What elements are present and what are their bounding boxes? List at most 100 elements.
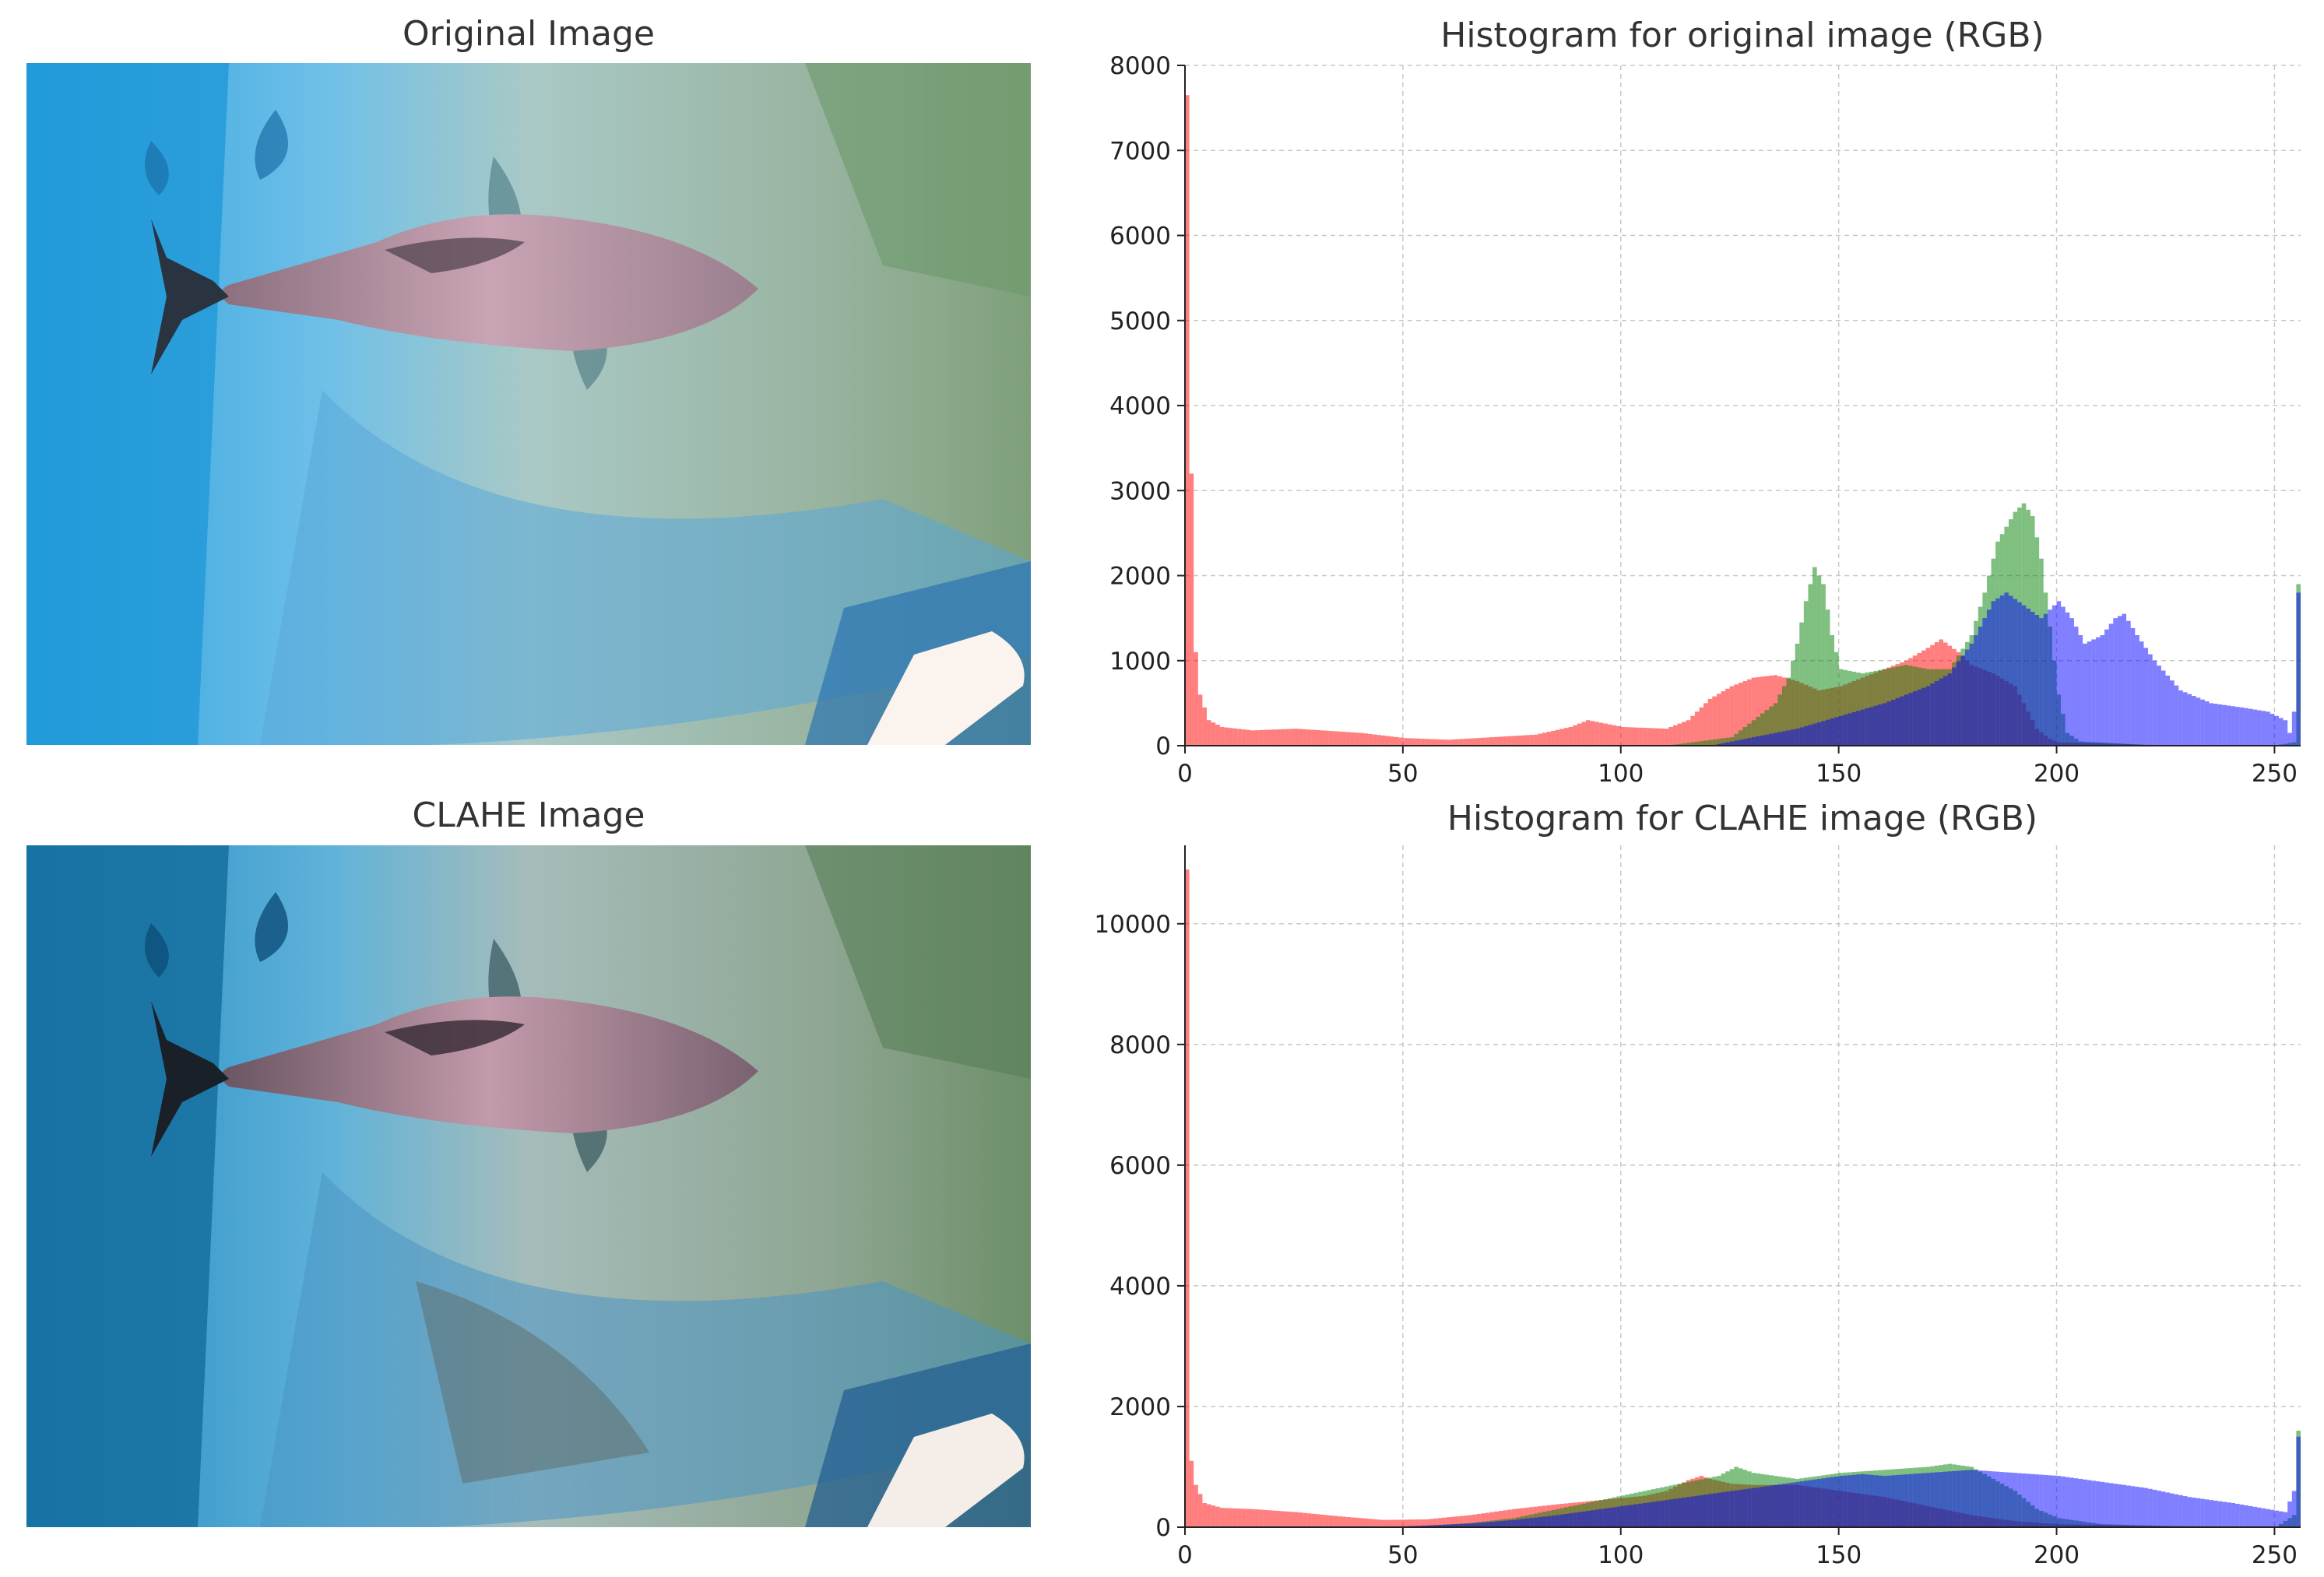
histogram-bar-red <box>1197 1494 1203 1527</box>
histogram-bar-red <box>1206 1504 1211 1527</box>
histogram-bar-blue <box>1865 708 1869 746</box>
histogram-bar-blue <box>1699 1494 1704 1527</box>
histogram-bar-blue <box>1682 1498 1686 1527</box>
histogram-bar-green <box>1769 706 1774 746</box>
histogram-bar-blue <box>1921 1473 1926 1527</box>
histogram-bar-green <box>1803 601 1809 746</box>
histogram-bar-red <box>1398 737 1403 746</box>
histogram-bar-red <box>1215 1506 1220 1527</box>
histogram-bar-red <box>1298 729 1303 746</box>
histogram-bar-blue <box>1429 1525 1434 1527</box>
histogram-bar-blue <box>1455 1524 1460 1527</box>
histogram-bar-red <box>1276 729 1282 746</box>
histogram-bar-blue <box>1647 1502 1651 1527</box>
histogram-bar-red <box>1446 1517 1451 1527</box>
histogram-bar-green <box>1712 739 1717 746</box>
histogram-bar-blue <box>1860 1473 1865 1527</box>
histogram-bar-blue <box>1499 1521 1503 1527</box>
histogram-bar-blue <box>2122 1484 2127 1527</box>
y-tick-label: 2000 <box>1109 563 1171 591</box>
histogram-bar-blue <box>2296 592 2301 746</box>
histogram-bar-blue <box>1834 717 1839 746</box>
histogram-bar-red <box>1538 733 1543 746</box>
histogram-bar-blue <box>2231 706 2236 746</box>
histogram-bar-blue <box>2073 1478 2079 1527</box>
histogram-bar-blue <box>1956 1470 1961 1527</box>
histogram-bar-green <box>1686 743 1691 746</box>
histogram-bar-red <box>1385 1519 1391 1527</box>
histogram-bar-red <box>1228 1508 1233 1527</box>
histogram-bar-blue <box>1485 1522 1490 1527</box>
histogram-bar-red <box>1503 736 1508 746</box>
histogram-bar-red <box>1337 731 1342 746</box>
histogram-bar-blue <box>1773 1484 1778 1527</box>
histogram-bar-blue <box>2004 1472 2009 1527</box>
series-blue <box>1712 592 2301 746</box>
histogram-bar-blue <box>1446 1524 1451 1527</box>
histogram-bar-blue <box>1612 1507 1617 1527</box>
histogram-bar-blue <box>1999 1472 2005 1527</box>
histogram-bar-red <box>1368 733 1373 746</box>
histogram-bar-blue <box>2291 711 2297 746</box>
clahe-image-title: CLAHE Image <box>412 796 645 835</box>
histogram-bar-blue <box>2135 634 2139 746</box>
histogram-bar-blue <box>2026 608 2030 746</box>
histogram-bar-blue <box>2069 1477 2074 1527</box>
histogram-bar-blue <box>2182 692 2188 746</box>
histogram-bar-red <box>1271 1510 1277 1527</box>
histogram-bar-blue <box>1747 1488 1752 1527</box>
histogram-bar-blue <box>2008 1472 2013 1527</box>
histogram-bar-red <box>1320 1514 1325 1527</box>
histogram-bar-blue <box>1934 1472 1939 1527</box>
histogram-bar-red <box>1211 1505 1216 1527</box>
histogram-bar-red <box>1412 1519 1416 1527</box>
histogram-bar-blue <box>2252 709 2258 746</box>
histogram-bar-green <box>1725 737 1730 746</box>
histogram-bar-blue <box>1760 735 1765 746</box>
histogram-bar-red <box>1559 729 1564 746</box>
histogram-bar-red <box>1633 727 1639 746</box>
histogram-bar-blue <box>1908 1473 1913 1527</box>
histogram-bar-blue <box>1856 711 1861 746</box>
histogram-bar-blue <box>1952 667 1957 746</box>
histogram-bar-green <box>1703 740 1708 746</box>
histogram-bar-red <box>1668 726 1673 746</box>
histogram-bar-red <box>1629 727 1634 746</box>
histogram-bar-red <box>1433 739 1438 746</box>
histogram-bar-blue <box>1764 1486 1770 1527</box>
histogram-bar-red <box>1521 735 1525 746</box>
histogram-bar-blue <box>2108 1483 2114 1527</box>
histogram-bar-blue <box>1524 1518 1530 1527</box>
histogram-bar-red <box>1725 688 1730 746</box>
histogram-bar-red <box>1455 1516 1460 1527</box>
histogram-bar-red <box>1756 676 1760 746</box>
histogram-bar-red <box>1481 737 1486 746</box>
histogram-bar-red <box>1751 677 1756 746</box>
histogram-bar-red <box>1485 1512 1490 1527</box>
x-tick-label: 150 <box>1816 760 1862 788</box>
histogram-bar-blue <box>1742 739 1748 746</box>
histogram-bar-blue <box>2178 1494 2183 1527</box>
histogram-bar-blue <box>1825 1477 1830 1527</box>
histogram-bar-blue <box>1912 1473 1918 1527</box>
histogram-bar-red <box>1555 729 1560 746</box>
histogram-bar-blue <box>1964 1470 1970 1527</box>
histogram-bar-red <box>1320 730 1325 746</box>
histogram-bar-red <box>1542 732 1547 746</box>
histogram-bar-red <box>1303 1512 1307 1527</box>
histogram-bar-blue <box>1773 732 1778 746</box>
histogram-bar-red <box>1603 723 1608 746</box>
y-tick-label: 0 <box>1155 732 1171 760</box>
x-tick-label: 100 <box>1598 1541 1644 1569</box>
histogram-bar-blue <box>2170 680 2175 746</box>
histogram-bar-blue <box>1830 1477 1835 1527</box>
histogram-bar-red <box>1420 739 1425 746</box>
y-tick-label: 10000 <box>1094 911 1171 939</box>
histogram-bar-blue <box>1960 655 1965 746</box>
histogram-bar-blue <box>1620 1505 1626 1527</box>
histogram-bar-green <box>1777 694 1782 746</box>
histogram-bar-red <box>1350 1517 1355 1527</box>
x-tick-label: 250 <box>2252 760 2298 788</box>
histogram-bar-blue <box>1999 595 2005 746</box>
